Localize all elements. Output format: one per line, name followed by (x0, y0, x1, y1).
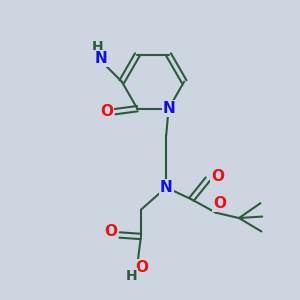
Text: H: H (126, 269, 137, 283)
Text: O: O (135, 260, 148, 275)
Text: H: H (92, 40, 104, 54)
Text: O: O (104, 224, 117, 239)
Text: N: N (160, 180, 172, 195)
Text: O: O (100, 104, 113, 119)
Text: O: O (213, 196, 226, 211)
Text: N: N (94, 51, 107, 66)
Text: O: O (211, 169, 224, 184)
Text: N: N (163, 101, 175, 116)
